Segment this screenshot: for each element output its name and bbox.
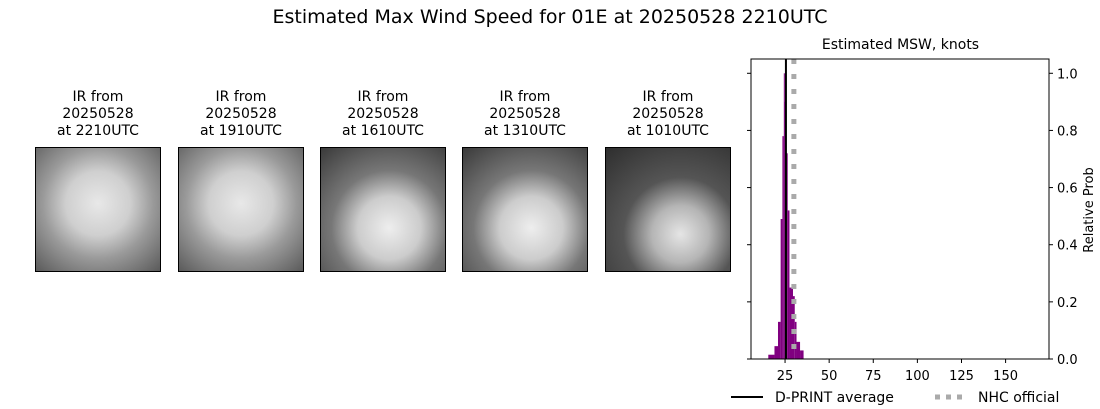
histogram-bar	[768, 354, 775, 359]
histogram-bar	[787, 210, 790, 359]
ir-satellite-image	[605, 147, 731, 272]
ir-satellite-image	[178, 147, 304, 272]
legend-dprint-label: D-PRINT average	[775, 390, 894, 406]
ir-satellite-image	[35, 147, 161, 272]
ir-panel-caption: IR from 20250528 at 1610UTC	[342, 89, 424, 139]
ir-panel: IR from 20250528 at 1310UTC	[462, 89, 588, 272]
histogram-bar	[794, 321, 797, 359]
y-axis-label: Relative Prob	[1082, 167, 1097, 252]
ir-panel-caption: IR from 20250528 at 1910UTC	[200, 89, 282, 139]
ir-panel: IR from 20250528 at 2210UTC	[35, 89, 161, 272]
y-tick-label: 0.8	[1057, 124, 1078, 139]
y-tick-label: 0.2	[1057, 296, 1078, 311]
ir-satellite-image	[462, 147, 588, 272]
x-axis-ticks: 25 50 75 100 125 150	[777, 359, 1018, 384]
histogram-bar	[780, 219, 783, 359]
histogram-bar	[783, 73, 785, 360]
ir-panel-caption: IR from 20250528 at 1010UTC	[627, 89, 709, 139]
ir-panel: IR from 20250528 at 1610UTC	[320, 89, 446, 272]
y-tick-label: 1.0	[1057, 67, 1078, 82]
histogram-bar	[792, 296, 795, 359]
y-tick-label: 0.4	[1057, 239, 1078, 254]
legend-nhc-label: NHC official	[978, 390, 1059, 406]
histogram-bar	[774, 346, 778, 359]
plot-frame	[750, 58, 1050, 360]
x-tick-label: 125	[949, 369, 974, 384]
histogram-bar	[800, 350, 804, 359]
figure-title: Estimated Max Wind Speed for 01E at 2025…	[272, 6, 828, 28]
ir-panel: IR from 20250528 at 1010UTC	[605, 89, 731, 272]
chart-title: Estimated MSW, knots	[821, 37, 980, 53]
y-tick-label: 0.0	[1057, 353, 1078, 368]
histogram-bar	[777, 321, 781, 359]
x-tick-label: 25	[777, 369, 794, 384]
reference-lines	[784, 59, 797, 359]
y-axis-ticks: 0.0 0.2 0.4 0.6 0.8 1.0	[747, 67, 1078, 368]
ir-satellite-image	[320, 147, 446, 272]
y-tick-label: 0.6	[1057, 182, 1078, 197]
x-tick-label: 100	[905, 369, 930, 384]
x-tick-label: 50	[821, 369, 838, 384]
histogram-bar	[789, 287, 793, 359]
ir-panel-caption: IR from 20250528 at 1310UTC	[484, 89, 566, 139]
ir-panel: IR from 20250528 at 1910UTC	[178, 89, 304, 272]
histogram-bar	[782, 136, 784, 359]
x-tick-label: 150	[993, 369, 1018, 384]
ir-panel-caption: IR from 20250528 at 2210UTC	[57, 89, 139, 139]
x-tick-label: 75	[865, 369, 882, 384]
legend: D-PRINT average NHC official	[731, 390, 1059, 406]
histogram-bar	[796, 341, 801, 359]
